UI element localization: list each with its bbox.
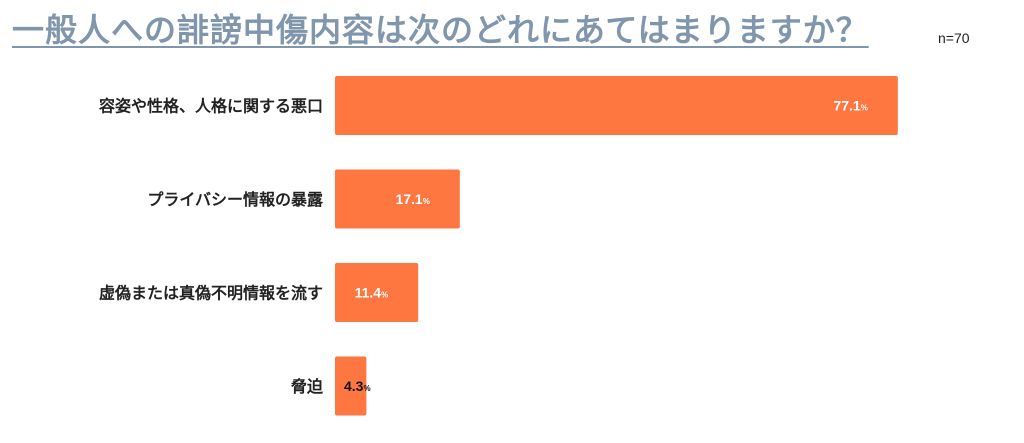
chart-title: 一般人への誹謗中傷内容は次のどれにあてはまりますか？ bbox=[12, 11, 869, 49]
bar-1 bbox=[335, 76, 898, 135]
category-label-3: 虚偽または真偽不明情報を流す bbox=[99, 284, 323, 303]
value-label-1: 77.1% bbox=[833, 98, 867, 114]
category-label-1: 容姿や性格、人格に関する悪口 bbox=[98, 97, 323, 116]
value-label-2: 17.1% bbox=[395, 191, 429, 207]
sample-size: n=70 bbox=[938, 30, 970, 46]
category-label-2: プライバシー情報の暴露 bbox=[147, 190, 324, 209]
category-label-4: 脅迫 bbox=[290, 377, 324, 396]
value-label-4: 4.3% bbox=[344, 378, 371, 394]
value-label-3: 11.4% bbox=[355, 285, 389, 301]
bar-4 bbox=[335, 356, 367, 416]
bar-2 bbox=[335, 169, 460, 229]
bar-3 bbox=[335, 263, 419, 322]
